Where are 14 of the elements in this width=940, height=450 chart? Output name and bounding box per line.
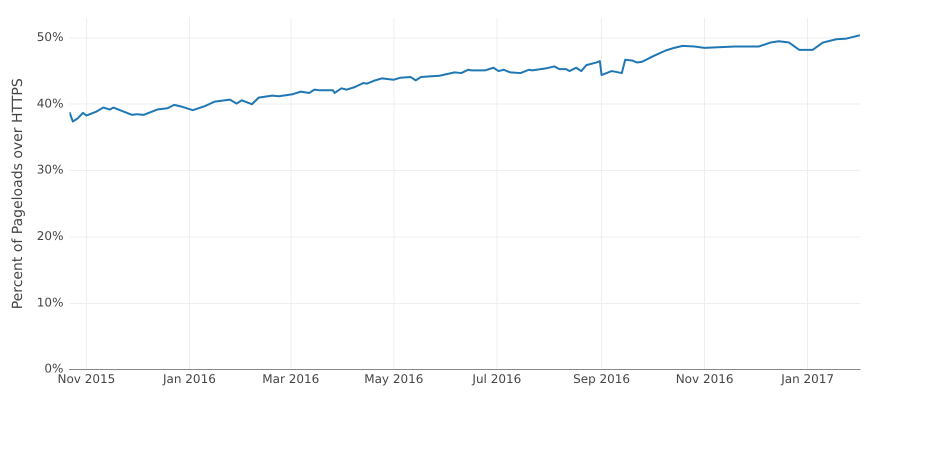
x-tick-label: Nov 2015 [57, 372, 116, 386]
y-tick-label: 20% [36, 229, 64, 244]
x-tick-label: Nov 2016 [676, 372, 734, 386]
x-tick-label: Mar 2016 [262, 372, 320, 386]
x-tick-label: Jan 2017 [780, 372, 834, 386]
x-tick-label: Jul 2016 [471, 372, 522, 386]
y-axis-title: Percent of Pageloads over HTTPS [10, 78, 26, 310]
y-tick-label: 30% [36, 162, 64, 177]
y-tick-label: 40% [36, 96, 64, 110]
y-tick-label: 50% [36, 30, 64, 44]
x-tick-label: May 2016 [364, 372, 424, 386]
y-tick-label: 10% [36, 295, 64, 310]
x-tick-label: Jan 2016 [162, 372, 216, 386]
x-tick-label: Sep 2016 [573, 372, 630, 386]
